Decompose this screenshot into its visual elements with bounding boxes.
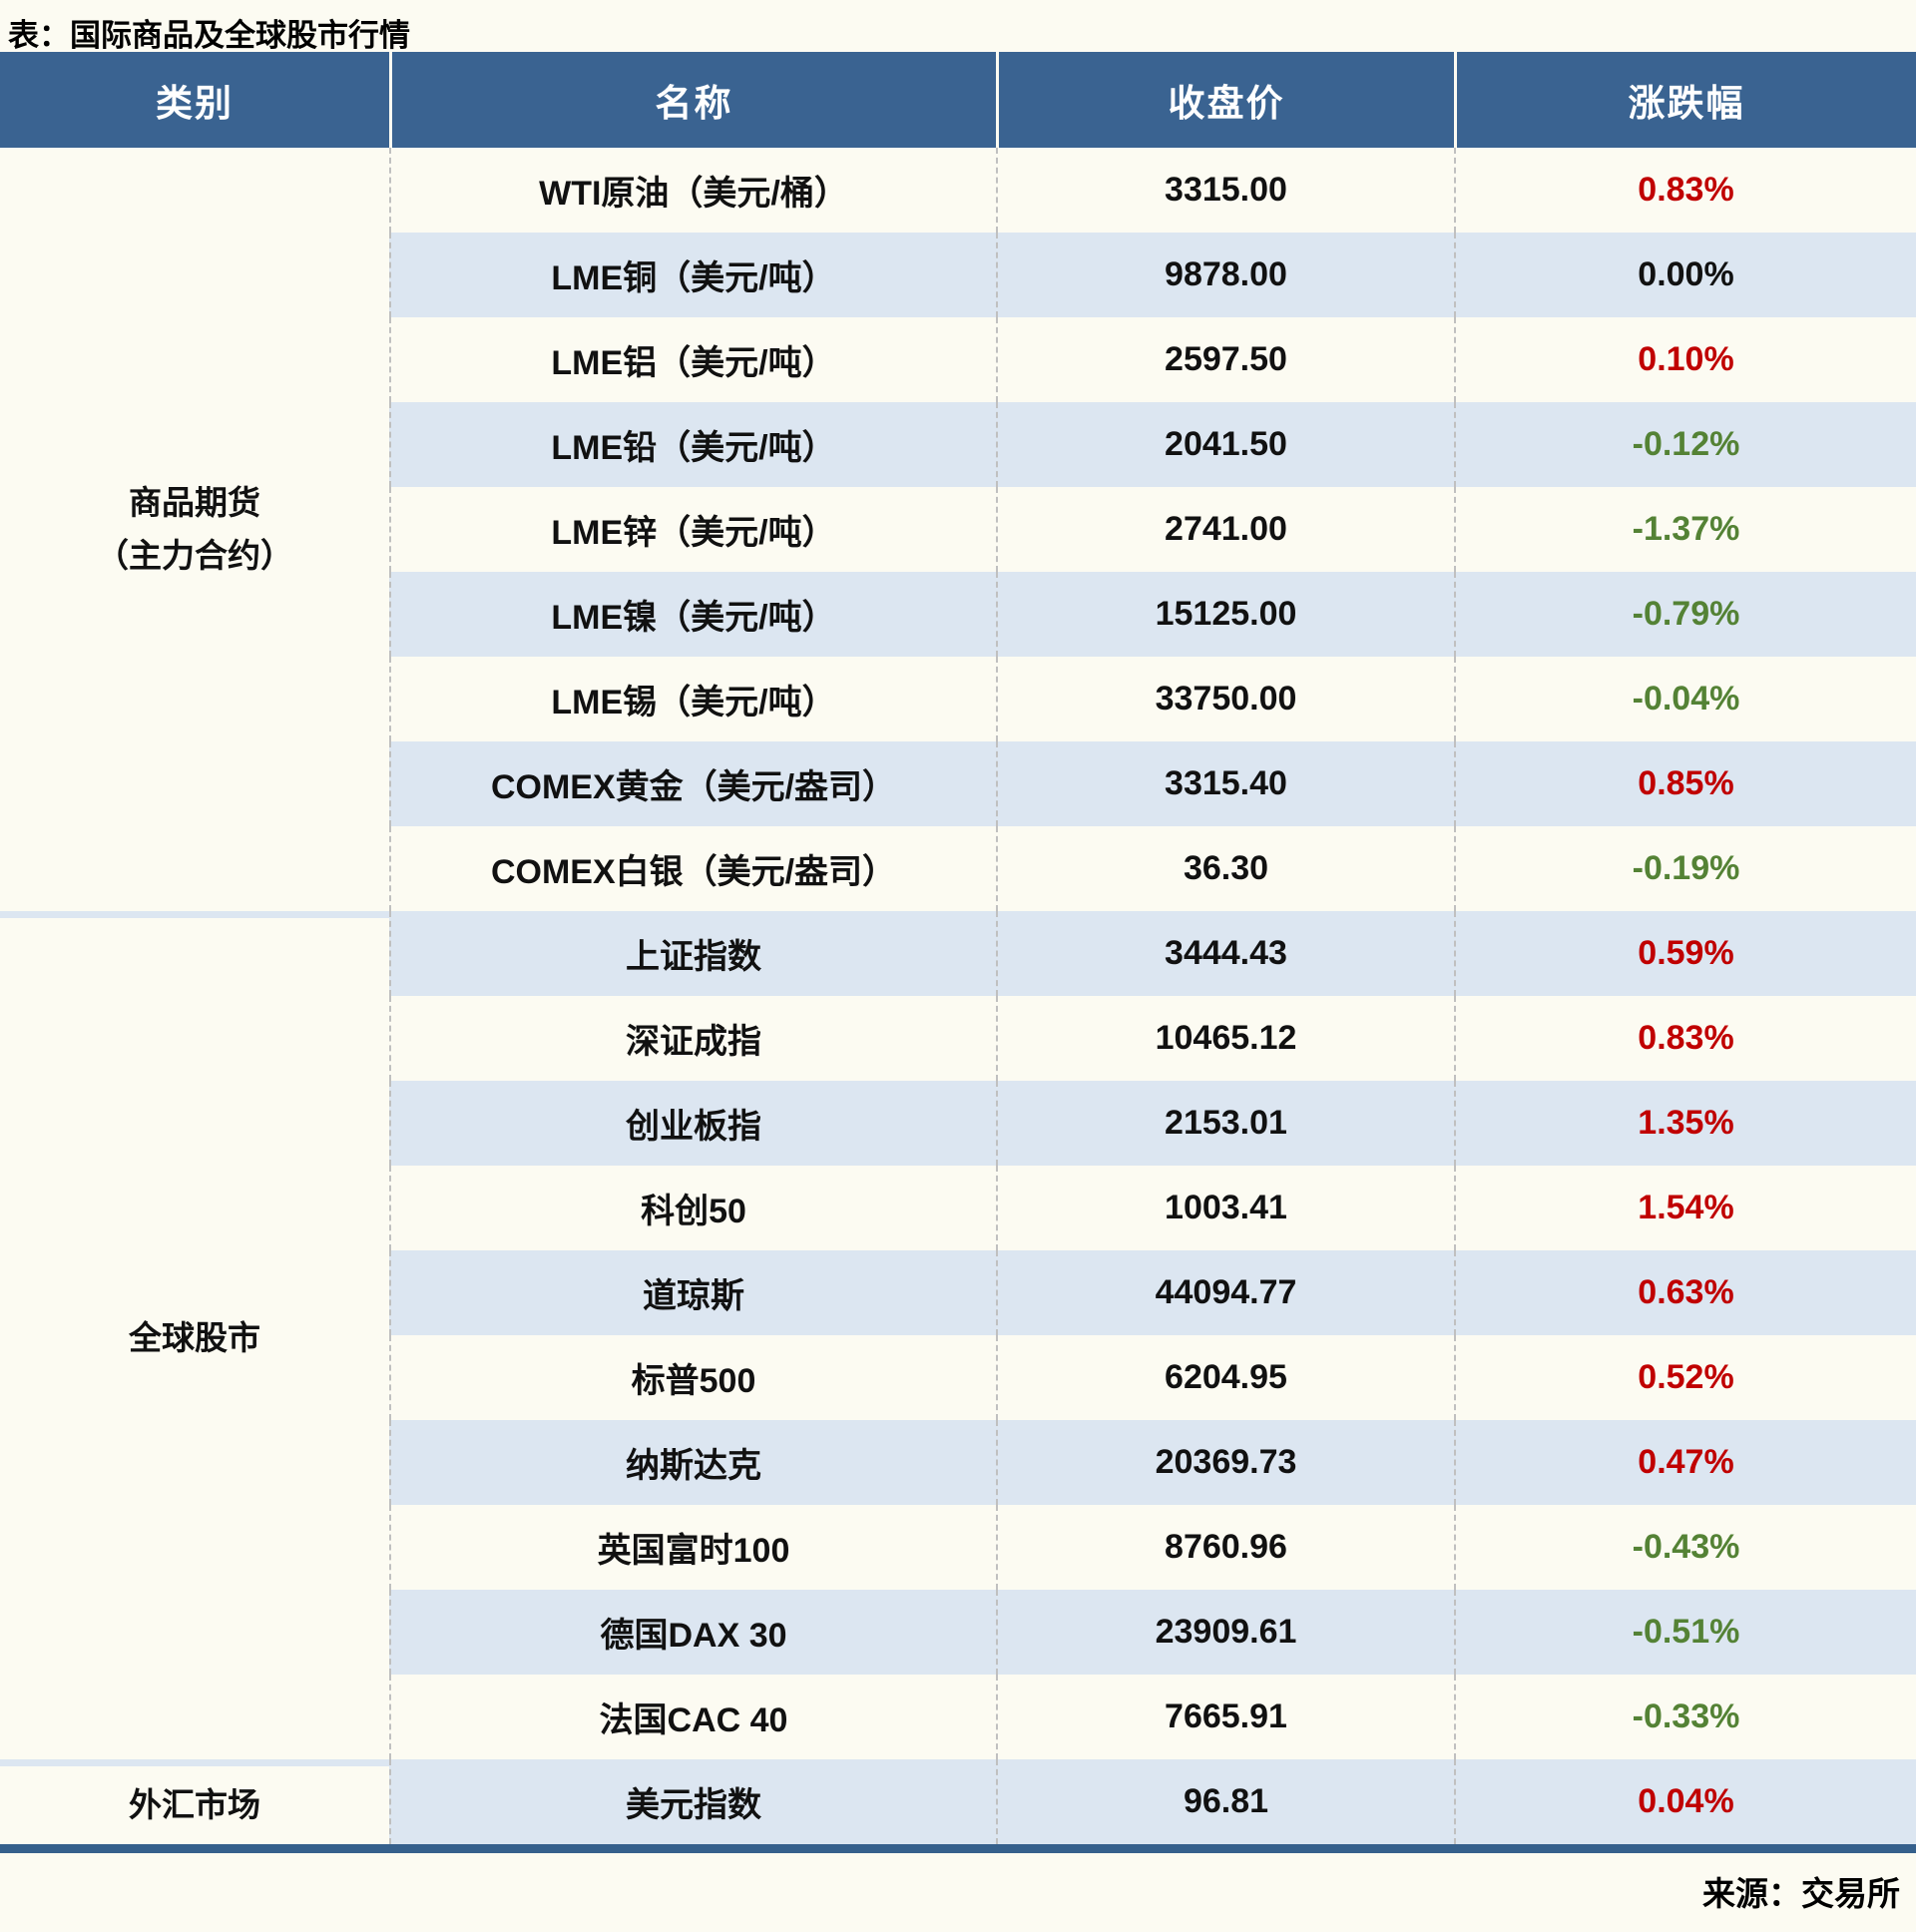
change-cell: 0.04% — [1454, 1759, 1916, 1844]
close-cell: 96.81 — [996, 1759, 1454, 1844]
change-cell: 0.47% — [1454, 1420, 1916, 1505]
table-bottom-border — [0, 1844, 1916, 1853]
change-cell: 0.83% — [1454, 148, 1916, 233]
close-cell: 2041.50 — [996, 402, 1454, 487]
close-cell: 33750.00 — [996, 657, 1454, 741]
change-cell: -0.12% — [1454, 402, 1916, 487]
name-cell: 标普500 — [389, 1335, 996, 1420]
close-cell: 3315.00 — [996, 148, 1454, 233]
close-cell: 10465.12 — [996, 996, 1454, 1081]
name-cell: LME锡（美元/吨） — [389, 657, 996, 741]
change-cell: -0.79% — [1454, 572, 1916, 657]
close-cell: 44094.77 — [996, 1250, 1454, 1335]
close-cell: 20369.73 — [996, 1420, 1454, 1505]
close-cell: 2153.01 — [996, 1081, 1454, 1166]
category-cell: 全球股市 — [0, 911, 389, 1759]
close-cell: 6204.95 — [996, 1335, 1454, 1420]
close-cell: 2741.00 — [996, 487, 1454, 572]
close-cell: 1003.41 — [996, 1166, 1454, 1250]
source-note: 来源：交易所 — [1702, 1875, 1900, 1912]
name-cell: LME铅（美元/吨） — [389, 402, 996, 487]
change-cell: 0.63% — [1454, 1250, 1916, 1335]
header-change-pct: 涨跌幅 — [1454, 52, 1916, 148]
change-cell: 0.00% — [1454, 233, 1916, 317]
change-cell: -0.19% — [1454, 826, 1916, 911]
table-title: 表：国际商品及全球股市行情 — [8, 18, 410, 53]
change-cell: -0.33% — [1454, 1675, 1916, 1759]
quotes-table: 类别 名称 收盘价 涨跌幅 商品期货 （主力合约） WTI原油（美元/桶） 3315… — [0, 52, 1916, 1844]
close-cell: 3444.43 — [996, 911, 1454, 996]
change-cell: 0.52% — [1454, 1335, 1916, 1420]
category-cell: 商品期货 （主力合约） — [96, 483, 293, 574]
name-cell: 美元指数 — [389, 1759, 996, 1844]
name-cell: 德国DAX 30 — [389, 1590, 996, 1675]
change-cell: -0.51% — [1454, 1590, 1916, 1675]
change-cell: 1.54% — [1454, 1166, 1916, 1250]
name-cell: LME铜（美元/吨） — [389, 233, 996, 317]
name-cell: COMEX白银（美元/盎司） — [389, 826, 996, 911]
header-close-price: 收盘价 — [996, 52, 1454, 148]
category-cell: 外汇市场 — [0, 1759, 389, 1844]
change-cell: 0.83% — [1454, 996, 1916, 1081]
close-cell: 3315.40 — [996, 741, 1454, 826]
name-cell: 道琼斯 — [389, 1250, 996, 1335]
name-cell: WTI原油（美元/桶） — [389, 148, 996, 233]
close-cell: 9878.00 — [996, 233, 1454, 317]
name-cell: LME锌（美元/吨） — [389, 487, 996, 572]
name-cell: COMEX黄金（美元/盎司） — [389, 741, 996, 826]
name-cell: 纳斯达克 — [389, 1420, 996, 1505]
close-cell: 2597.50 — [996, 317, 1454, 402]
name-cell: LME镍（美元/吨） — [389, 572, 996, 657]
close-cell: 23909.61 — [996, 1590, 1454, 1675]
change-cell: 0.85% — [1454, 741, 1916, 826]
name-cell: 上证指数 — [389, 911, 996, 996]
name-cell: 科创50 — [389, 1166, 996, 1250]
name-cell: 英国富时100 — [389, 1505, 996, 1590]
close-cell: 15125.00 — [996, 572, 1454, 657]
change-cell: 1.35% — [1454, 1081, 1916, 1166]
change-cell: 0.10% — [1454, 317, 1916, 402]
name-cell: 深证成指 — [389, 996, 996, 1081]
header-category: 类别 — [0, 52, 389, 148]
change-cell: -0.43% — [1454, 1505, 1916, 1590]
name-cell: 创业板指 — [389, 1081, 996, 1166]
name-cell: LME铝（美元/吨） — [389, 317, 996, 402]
change-cell: -1.37% — [1454, 487, 1916, 572]
change-cell: 0.59% — [1454, 911, 1916, 996]
close-cell: 8760.96 — [996, 1505, 1454, 1590]
close-cell: 7665.91 — [996, 1675, 1454, 1759]
change-cell: -0.04% — [1454, 657, 1916, 741]
name-cell: 法国CAC 40 — [389, 1675, 996, 1759]
close-cell: 36.30 — [996, 826, 1454, 911]
header-name: 名称 — [389, 52, 996, 148]
